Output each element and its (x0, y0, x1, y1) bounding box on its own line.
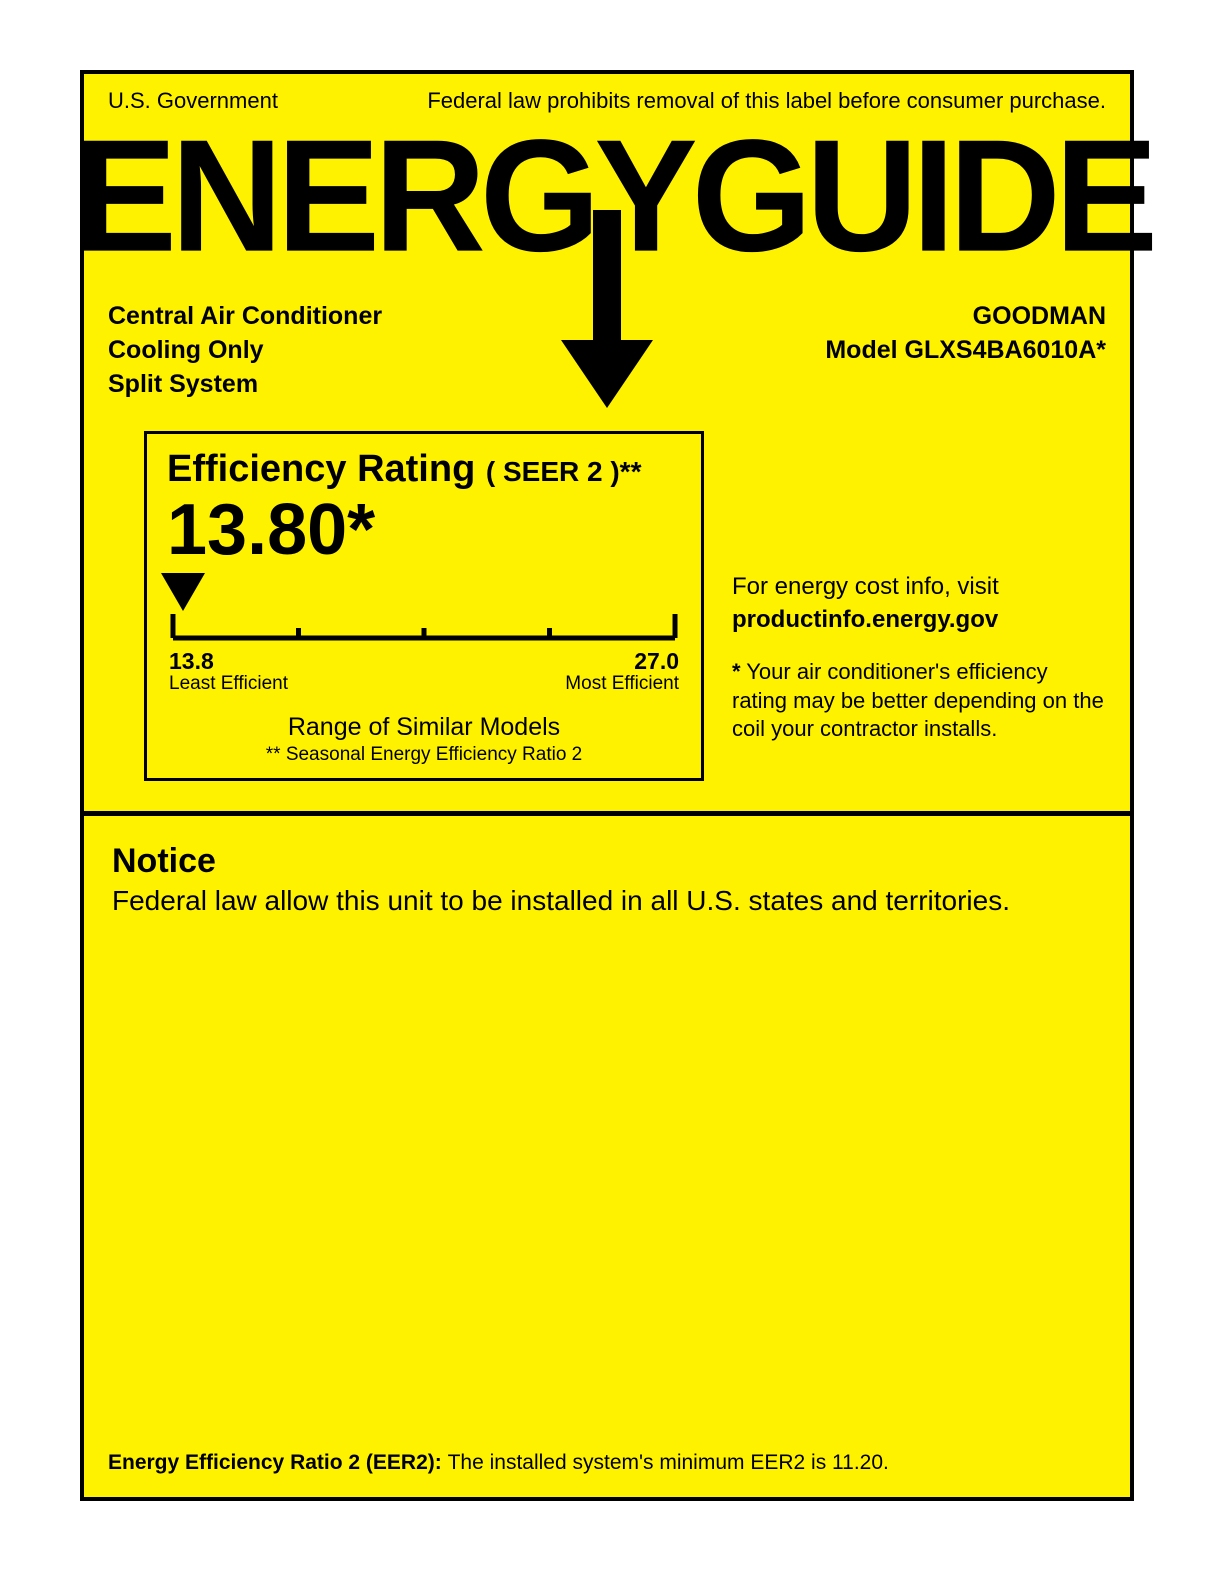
scale: 13.8 27.0 Least Efficient Most Efficient… (167, 610, 681, 766)
brand: GOODMAN (825, 300, 1106, 334)
energy-guide-label: U.S. Government Federal law prohibits re… (80, 70, 1134, 1501)
logo-arrow-icon (553, 210, 661, 410)
footer-body: The installed system's minimum EER2 is 1… (448, 1451, 889, 1474)
scale-line (169, 610, 679, 646)
scale-max: 27.0 (634, 648, 679, 675)
rating-value: 13.80* (167, 493, 681, 569)
footer-line: Energy Efficiency Ratio 2 (EER2): The in… (108, 1451, 1106, 1475)
scale-min-label: Least Efficient (169, 673, 288, 695)
notice-block: Notice Federal law allow this unit to be… (84, 816, 1130, 918)
side-info: For energy cost info, visit productinfo.… (732, 431, 1106, 781)
mid-section: Efficiency Rating ( SEER 2 )** 13.80* (84, 401, 1130, 811)
efficiency-rating-box: Efficiency Rating ( SEER 2 )** 13.80* (144, 431, 704, 781)
scale-min: 13.8 (169, 648, 214, 675)
scale-end-values: 13.8 27.0 (169, 648, 679, 675)
rating-title-sub: ( SEER 2 )** (486, 456, 642, 487)
notice-body: Federal law allow this unit to be instal… (112, 883, 1102, 918)
meta-left: Central Air Conditioner Cooling Only Spl… (108, 300, 382, 401)
side-asterisk: * (732, 659, 741, 684)
range-caption: Range of Similar Models (169, 713, 679, 742)
rating-title-text: Efficiency Rating (167, 448, 475, 490)
product-mode: Cooling Only (108, 334, 382, 368)
side-note-body: Your air conditioner's efficiency rating… (732, 659, 1104, 741)
scale-max-label: Most Efficient (565, 673, 679, 695)
scale-end-labels: Least Efficient Most Efficient (169, 673, 679, 695)
logo-wrap: ENERGYGUIDE (84, 120, 1130, 290)
product-type: Central Air Conditioner (108, 300, 382, 334)
rating-title: Efficiency Rating ( SEER 2 )** (167, 448, 681, 491)
notice-title: Notice (112, 842, 1102, 881)
cost-info-line: For energy cost info, visit (732, 571, 1106, 603)
side-footnote: * Your air conditioner's efficiency rati… (732, 658, 1106, 744)
model: Model GLXS4BA6010A* (825, 334, 1106, 368)
cost-info-url: productinfo.energy.gov (732, 604, 1106, 636)
range-footnote: ** Seasonal Energy Efficiency Ratio 2 (169, 744, 679, 766)
product-system: Split System (108, 368, 382, 402)
meta-right: GOODMAN Model GLXS4BA6010A* (825, 300, 1106, 401)
footer-lead: Energy Efficiency Ratio 2 (EER2): (108, 1451, 448, 1474)
